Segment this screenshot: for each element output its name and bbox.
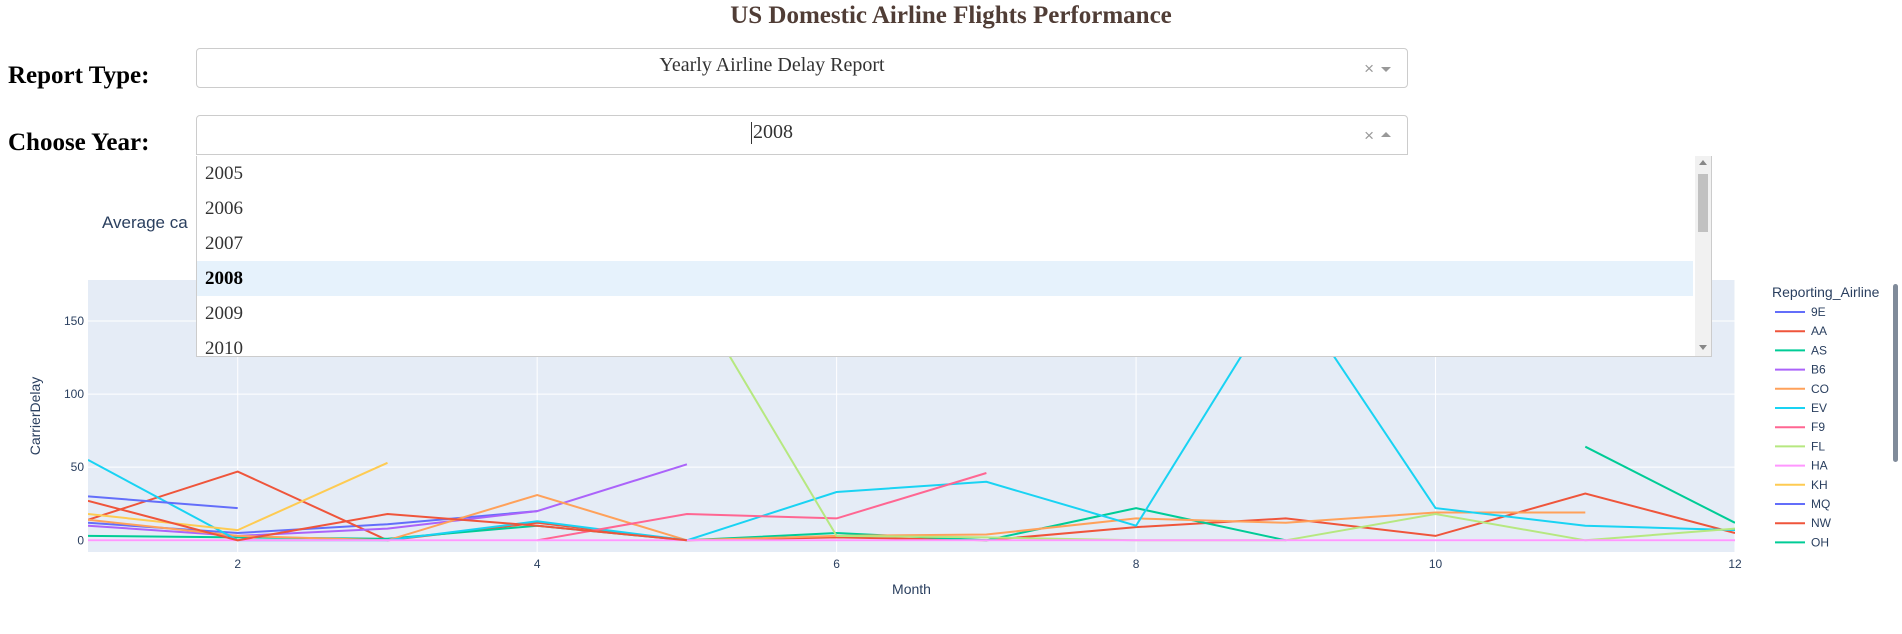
y-tick-label: 150	[64, 314, 84, 328]
x-tick-label: 6	[833, 557, 840, 571]
chevron-down-icon[interactable]	[1381, 67, 1391, 72]
scroll-down-icon[interactable]	[1699, 345, 1707, 350]
legend-item-nw[interactable]: NW	[1811, 516, 1832, 530]
scroll-up-icon[interactable]	[1699, 160, 1707, 165]
year-option[interactable]: 2010	[205, 338, 243, 357]
series-line-nw	[88, 499, 687, 542]
y-tick-label: 50	[71, 460, 85, 474]
legend-item-kh[interactable]: KH	[1811, 478, 1828, 492]
year-value: 2008	[753, 121, 793, 143]
choose-year-label: Choose Year:	[8, 129, 150, 156]
legend-item-co[interactable]: CO	[1811, 382, 1829, 396]
chevron-up-icon[interactable]	[1381, 132, 1391, 137]
series-line-f9	[537, 472, 987, 542]
y-axis-label: CarrierDelay	[27, 377, 43, 456]
y-tick-label: 100	[64, 387, 84, 401]
year-dropdown-menu: 2005 2006 2007 2008 2009 2010	[196, 156, 1712, 357]
year-option[interactable]: 2007	[205, 233, 243, 254]
year-option[interactable]: 2006	[205, 198, 243, 219]
x-tick-label: 10	[1429, 557, 1443, 571]
x-tick-label: 4	[534, 557, 541, 571]
legend-item-ha[interactable]: HA	[1811, 459, 1828, 473]
legend-scrollbar[interactable]	[1893, 284, 1898, 462]
x-tick-label: 8	[1133, 557, 1140, 571]
year-option[interactable]: 2009	[205, 303, 243, 324]
legend-item-9e[interactable]: 9E	[1811, 305, 1826, 319]
menu-scrollbar[interactable]	[1695, 156, 1711, 356]
scrollbar-thumb[interactable]	[1698, 174, 1708, 232]
text-cursor	[751, 122, 752, 145]
legend-item-f9[interactable]: F9	[1811, 420, 1825, 434]
year-dropdown[interactable]: 2008 ×	[196, 115, 1408, 155]
legend-item-b6[interactable]: B6	[1811, 363, 1826, 377]
y-tick-label: 0	[77, 533, 84, 547]
legend-item-oh[interactable]: OH	[1811, 535, 1829, 549]
year-option[interactable]: 2005	[205, 163, 243, 184]
x-axis-label: Month	[892, 581, 931, 597]
page-title: US Domestic Airline Flights Performance	[730, 2, 1172, 29]
series-line-kh	[88, 461, 388, 532]
report-type-label: Report Type:	[8, 62, 150, 89]
clear-icon[interactable]: ×	[1364, 59, 1374, 78]
legend-title: Reporting_Airline	[1772, 284, 1880, 300]
legend-item-fl[interactable]: FL	[1811, 439, 1825, 453]
clear-icon[interactable]: ×	[1364, 126, 1374, 145]
year-option[interactable]: 2008	[197, 261, 1693, 296]
report-type-value: Yearly Airline Delay Report	[659, 54, 885, 76]
series-line-oh	[1584, 445, 1735, 524]
report-type-dropdown[interactable]: Yearly Airline Delay Report ×	[196, 48, 1408, 88]
series-line-b6	[88, 463, 688, 537]
legend-item-aa[interactable]: AA	[1811, 324, 1827, 338]
legend-item-ev[interactable]: EV	[1811, 401, 1827, 415]
series-line-mq	[88, 495, 238, 510]
legend-item-mq[interactable]: MQ	[1811, 497, 1830, 511]
year-search-input[interactable]: 2008	[197, 121, 1347, 145]
x-tick-label: 12	[1728, 557, 1742, 571]
legend-item-as[interactable]: AS	[1811, 343, 1827, 357]
x-tick-label: 2	[234, 557, 241, 571]
chart-title: Average ca	[102, 213, 188, 232]
